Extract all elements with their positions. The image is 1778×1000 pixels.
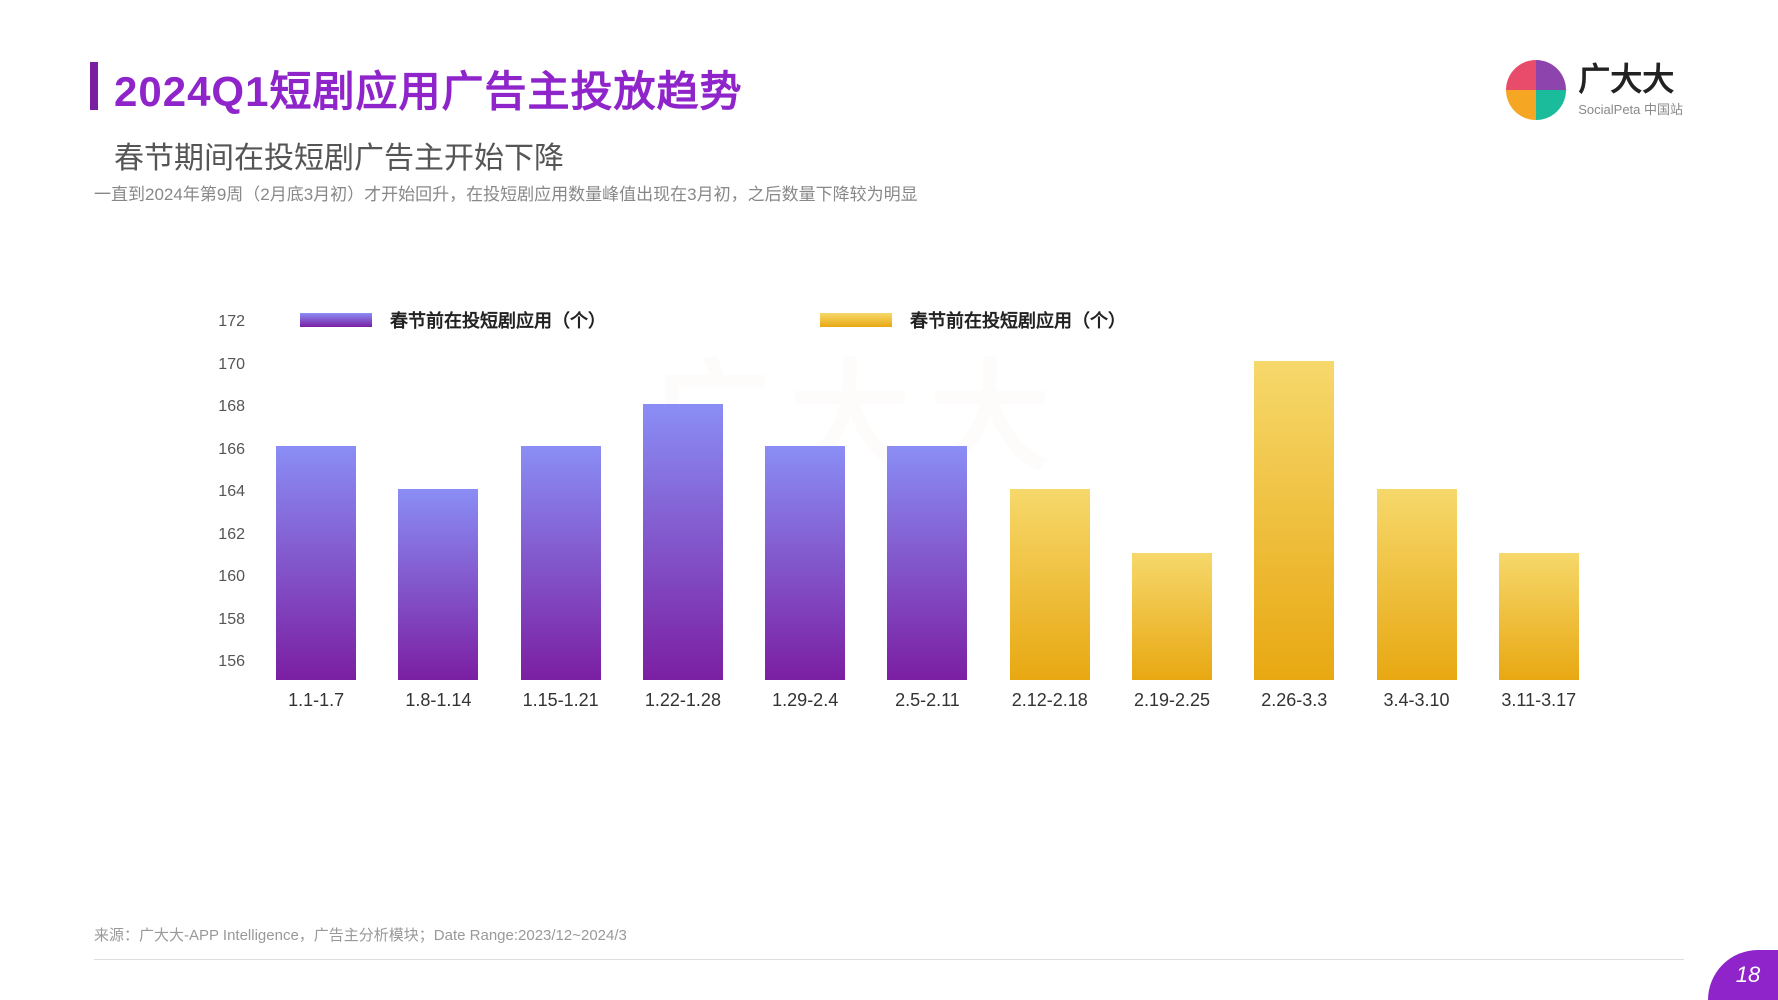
- page-title: 2024Q1短剧应用广告主投放趋势: [114, 58, 742, 119]
- x-tick-label: 1.29-2.4: [744, 690, 866, 711]
- logo-mark-icon: [1506, 60, 1566, 120]
- bar-slot: [1355, 340, 1477, 680]
- bar-slot: [744, 340, 866, 680]
- bar-slot: [1111, 340, 1233, 680]
- bar: [1010, 489, 1090, 680]
- bar: [1254, 361, 1334, 680]
- bars-container: [255, 340, 1600, 680]
- legend-label: 春节前在投短剧应用（个）: [910, 307, 1126, 333]
- y-axis: 156158160162164166168170172: [190, 340, 245, 680]
- bar: [276, 446, 356, 680]
- y-tick-label: 172: [218, 313, 245, 331]
- page-subtitle: 春节期间在投短剧广告主开始下降: [114, 133, 742, 177]
- slide: 2024Q1短剧应用广告主投放趋势 春节期间在投短剧广告主开始下降 一直到202…: [0, 0, 1778, 1000]
- x-tick-label: 3.4-3.10: [1355, 690, 1477, 711]
- legend-swatch: [300, 313, 372, 327]
- bar: [887, 446, 967, 680]
- chart-plot: 156158160162164166168170172: [200, 340, 1600, 680]
- page-caption: 一直到2024年第9周（2月底3月初）才开始回升，在投短剧应用数量峰值出现在3月…: [94, 180, 918, 205]
- logo-text: 广大大 SocialPeta 中国站: [1578, 63, 1683, 118]
- x-tick-label: 2.19-2.25: [1111, 690, 1233, 711]
- legend-item: 春节前在投短剧应用（个）: [820, 307, 1126, 333]
- bar: [1377, 489, 1457, 680]
- bar-slot: [989, 340, 1111, 680]
- bar: [765, 446, 845, 680]
- bar-slot: [1233, 340, 1355, 680]
- logo-name-cn: 广大大: [1578, 63, 1683, 95]
- bar: [398, 489, 478, 680]
- bar-slot: [500, 340, 622, 680]
- bar-slot: [377, 340, 499, 680]
- page-number: 18: [1708, 950, 1778, 1000]
- x-tick-label: 2.26-3.3: [1233, 690, 1355, 711]
- bar: [521, 446, 601, 680]
- bar: [643, 404, 723, 680]
- footnote: 来源：广大大-APP Intelligence，广告主分析模块；Date Ran…: [94, 924, 627, 945]
- y-tick-label: 160: [218, 568, 245, 586]
- footer-rule: [94, 959, 1684, 960]
- logo-quadrant: [1536, 60, 1566, 90]
- bar-slot: [622, 340, 744, 680]
- x-tick-label: 1.15-1.21: [500, 690, 622, 711]
- y-tick-label: 170: [218, 356, 245, 374]
- logo-name-en: SocialPeta 中国站: [1578, 99, 1683, 118]
- chart-legend: 春节前在投短剧应用（个） 春节前在投短剧应用（个）: [200, 300, 1600, 340]
- logo-quadrant: [1506, 90, 1536, 120]
- y-tick-label: 162: [218, 526, 245, 544]
- x-tick-label: 1.22-1.28: [622, 690, 744, 711]
- legend-label: 春节前在投短剧应用（个）: [390, 307, 606, 333]
- x-axis: 1.1-1.71.8-1.141.15-1.211.22-1.281.29-2.…: [255, 690, 1600, 711]
- bar-slot: [866, 340, 988, 680]
- bar-slot: [1478, 340, 1600, 680]
- bar-chart: 春节前在投短剧应用（个） 春节前在投短剧应用（个） 156 158 160 162 164…: [200, 300, 1600, 730]
- brand-logo: 广大大 SocialPeta 中国站: [1506, 60, 1683, 120]
- bar: [1132, 553, 1212, 681]
- x-tick-label: 1.8-1.14: [377, 690, 499, 711]
- y-tick-label: 156: [218, 653, 245, 671]
- x-tick-label: 3.11-3.17: [1478, 690, 1600, 711]
- logo-quadrant: [1506, 60, 1536, 90]
- x-tick-label: 2.5-2.11: [866, 690, 988, 711]
- y-tick-label: 164: [218, 483, 245, 501]
- x-tick-label: 2.12-2.18: [989, 690, 1111, 711]
- legend-item: 春节前在投短剧应用（个）: [300, 307, 606, 333]
- y-tick-label: 168: [218, 398, 245, 416]
- y-tick-label: 166: [218, 441, 245, 459]
- y-tick-label: 158: [218, 611, 245, 629]
- legend-swatch: [820, 313, 892, 327]
- bar-slot: [255, 340, 377, 680]
- header: 2024Q1短剧应用广告主投放趋势 春节期间在投短剧广告主开始下降: [90, 58, 742, 177]
- x-tick-label: 1.1-1.7: [255, 690, 377, 711]
- logo-quadrant: [1536, 90, 1566, 120]
- bar: [1499, 553, 1579, 681]
- title-rule: [90, 62, 98, 110]
